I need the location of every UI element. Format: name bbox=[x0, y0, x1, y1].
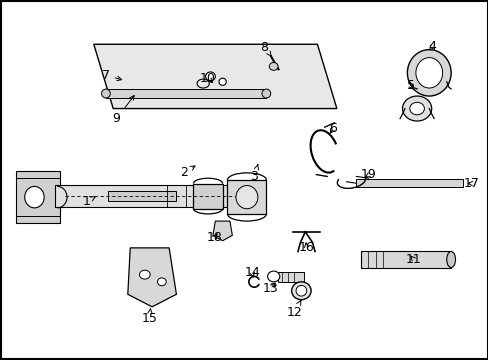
Text: 18: 18 bbox=[206, 231, 222, 244]
Text: 12: 12 bbox=[286, 300, 302, 319]
Bar bbox=[55, 185, 249, 207]
Text: 9: 9 bbox=[112, 95, 134, 125]
Bar bbox=[16, 171, 60, 223]
Bar bbox=[361, 251, 450, 267]
Ellipse shape bbox=[291, 282, 310, 300]
Ellipse shape bbox=[409, 102, 424, 115]
Text: 6: 6 bbox=[329, 122, 337, 135]
Text: 10: 10 bbox=[200, 72, 216, 85]
Text: 19: 19 bbox=[360, 168, 376, 181]
Polygon shape bbox=[127, 248, 176, 307]
Ellipse shape bbox=[446, 251, 455, 267]
Text: 15: 15 bbox=[141, 309, 157, 325]
Text: 16: 16 bbox=[298, 240, 314, 254]
Ellipse shape bbox=[102, 89, 110, 98]
Text: 1: 1 bbox=[82, 195, 96, 208]
Text: 13: 13 bbox=[262, 283, 278, 296]
Bar bbox=[277, 272, 304, 282]
Bar bbox=[108, 191, 176, 202]
Text: 4: 4 bbox=[427, 40, 435, 53]
Text: 7: 7 bbox=[102, 69, 122, 82]
Bar bbox=[356, 179, 462, 187]
Ellipse shape bbox=[157, 278, 166, 286]
Text: 2: 2 bbox=[180, 166, 195, 179]
Ellipse shape bbox=[402, 96, 431, 121]
Polygon shape bbox=[94, 44, 336, 109]
Ellipse shape bbox=[139, 270, 150, 279]
Text: 11: 11 bbox=[405, 253, 421, 266]
Text: 14: 14 bbox=[244, 266, 260, 279]
Text: 5: 5 bbox=[406, 79, 414, 92]
Ellipse shape bbox=[407, 50, 450, 96]
Ellipse shape bbox=[236, 185, 257, 209]
Polygon shape bbox=[212, 221, 232, 241]
Ellipse shape bbox=[25, 186, 44, 208]
Ellipse shape bbox=[269, 63, 278, 70]
Bar bbox=[227, 180, 266, 214]
Ellipse shape bbox=[295, 285, 306, 296]
Text: 3: 3 bbox=[250, 165, 258, 183]
Ellipse shape bbox=[415, 58, 442, 88]
Text: 17: 17 bbox=[463, 177, 479, 190]
Bar bbox=[193, 184, 222, 208]
Ellipse shape bbox=[205, 72, 215, 81]
Text: 8: 8 bbox=[260, 41, 271, 56]
Bar bbox=[106, 89, 266, 98]
Ellipse shape bbox=[262, 89, 270, 98]
Ellipse shape bbox=[219, 78, 226, 85]
Ellipse shape bbox=[267, 271, 279, 282]
